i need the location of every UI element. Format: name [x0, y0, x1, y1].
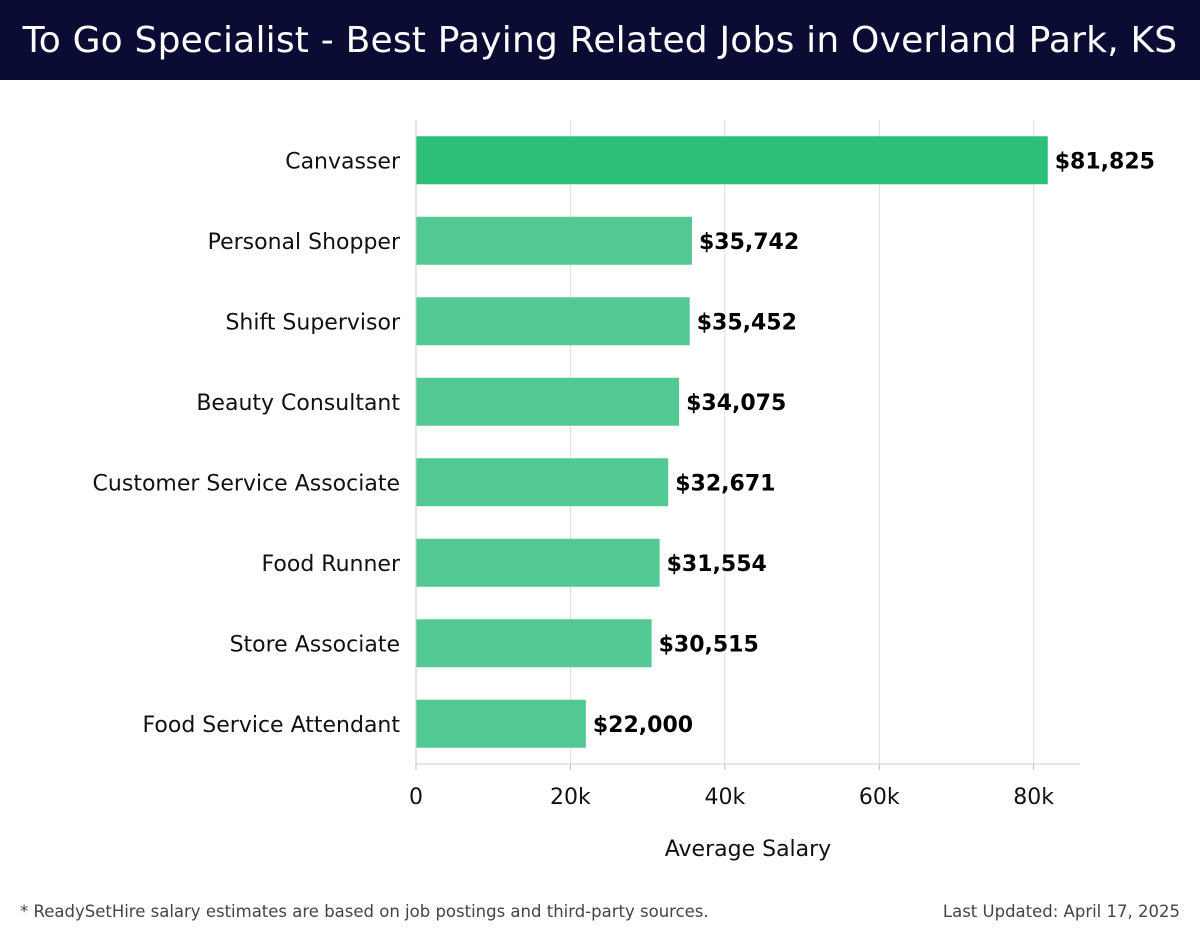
x-tick-label: 80k — [1013, 785, 1054, 810]
bar — [416, 699, 586, 748]
bar — [416, 458, 669, 507]
category-label: Shift Supervisor — [225, 310, 401, 335]
category-label: Personal Shopper — [208, 230, 401, 255]
bar — [416, 216, 692, 265]
value-label: $34,075 — [686, 391, 786, 416]
x-tick-label: 0 — [409, 785, 423, 810]
last-updated: Last Updated: April 17, 2025 — [942, 902, 1180, 921]
category-label: Store Associate — [230, 632, 400, 657]
bar — [416, 538, 660, 587]
value-label: $30,515 — [659, 632, 759, 657]
x-tick-label: 40k — [704, 785, 745, 810]
footer-note: * ReadySetHire salary estimates are base… — [20, 902, 709, 921]
category-label: Food Runner — [262, 552, 401, 577]
category-label: Food Service Attendant — [143, 713, 401, 738]
value-label: $31,554 — [667, 552, 767, 577]
value-label: $81,825 — [1055, 149, 1155, 174]
category-label: Canvasser — [285, 149, 401, 174]
value-label: $22,000 — [593, 713, 693, 738]
page-title: To Go Specialist - Best Paying Related J… — [22, 19, 1178, 61]
value-label: $35,452 — [697, 310, 797, 335]
category-label: Customer Service Associate — [93, 471, 400, 496]
header-bar: To Go Specialist - Best Paying Related J… — [0, 0, 1200, 80]
bar — [416, 297, 690, 346]
x-axis-title: Average Salary — [665, 837, 831, 862]
value-label: $32,671 — [675, 471, 775, 496]
bar — [416, 619, 652, 668]
bar — [416, 377, 680, 426]
bar — [416, 136, 1048, 185]
value-label: $35,742 — [699, 230, 799, 255]
category-label: Beauty Consultant — [196, 391, 400, 416]
x-tick-label: 20k — [550, 785, 591, 810]
x-tick-label: 60k — [859, 785, 900, 810]
salary-bar-chart: 0 20k 40k 60k 80k Canvasser $81,825 Personal S… — [93, 120, 1155, 862]
